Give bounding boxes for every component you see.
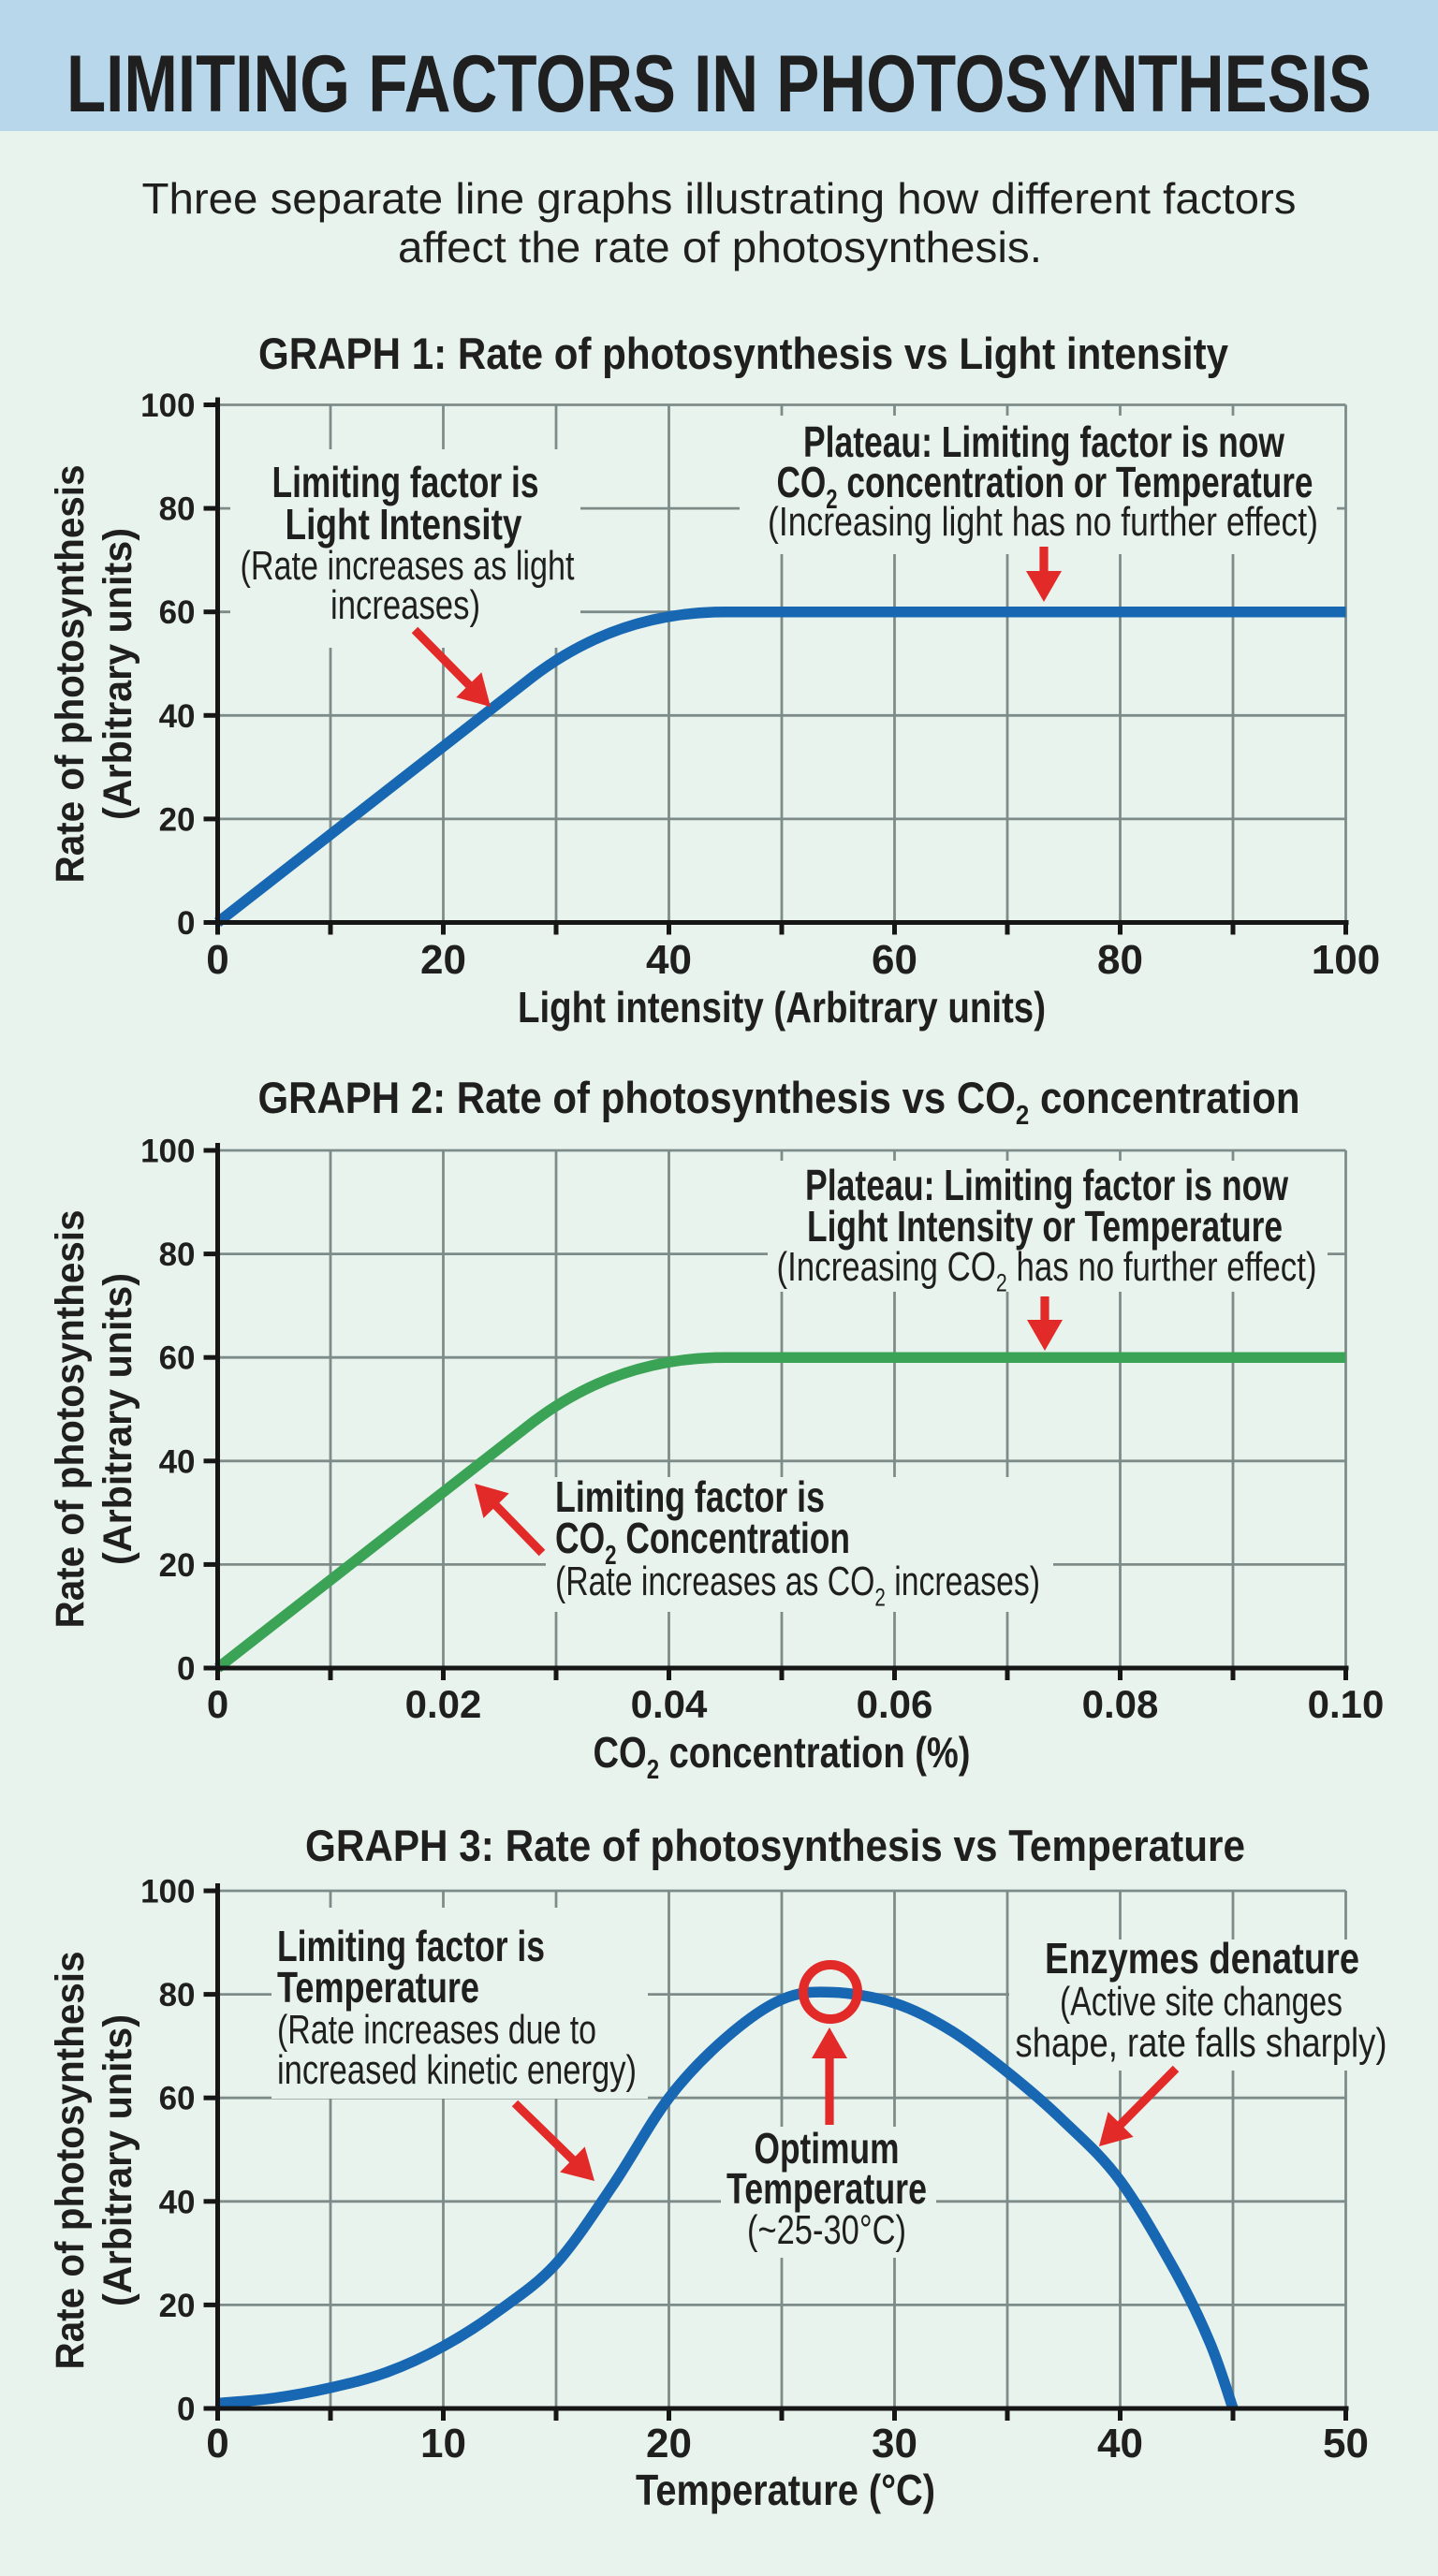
svg-text:100: 100 bbox=[1312, 937, 1380, 983]
svg-text:Temperature (°C): Temperature (°C) bbox=[636, 2466, 935, 2514]
svg-text:2: 2 bbox=[874, 1583, 886, 1611]
svg-text:has no further effect): has no further effect) bbox=[1007, 1244, 1317, 1290]
svg-text:shape, rate falls sharply): shape, rate falls sharply) bbox=[1016, 2020, 1387, 2066]
svg-text:2: 2 bbox=[647, 1755, 659, 1785]
svg-text:2: 2 bbox=[826, 485, 837, 515]
svg-text:increases): increases) bbox=[330, 582, 480, 628]
svg-text:(Active site changes: (Active site changes bbox=[1060, 1979, 1343, 2025]
svg-text:20: 20 bbox=[159, 2288, 196, 2324]
svg-text:Rate of photosynthesis: Rate of photosynthesis bbox=[48, 1210, 93, 1629]
svg-text:Optimum: Optimum bbox=[755, 2124, 900, 2173]
svg-text:(Arbitrary units): (Arbitrary units) bbox=[95, 2014, 140, 2306]
svg-text:GRAPH 3: Rate of photosynthesi: GRAPH 3: Rate of photosynthesis vs Tempe… bbox=[305, 1821, 1245, 1870]
svg-text:increased kinetic energy): increased kinetic energy) bbox=[277, 2047, 637, 2093]
svg-text:80: 80 bbox=[159, 1237, 196, 1273]
svg-text:80: 80 bbox=[159, 1977, 196, 2013]
svg-text:100: 100 bbox=[140, 1874, 195, 1910]
svg-text:affect the rate of photosynthe: affect the rate of photosynthesis. bbox=[398, 223, 1042, 271]
svg-text:20: 20 bbox=[159, 1547, 196, 1584]
svg-text:0.06: 0.06 bbox=[857, 1682, 933, 1726]
svg-text:Three separate line graphs ill: Three separate line graphs illustrating … bbox=[142, 174, 1297, 223]
svg-text:100: 100 bbox=[140, 1134, 195, 1170]
svg-text:Limiting factor is: Limiting factor is bbox=[277, 1922, 545, 1970]
svg-text:Rate of photosynthesis: Rate of photosynthesis bbox=[48, 465, 93, 884]
svg-text:Temperature: Temperature bbox=[277, 1963, 479, 2012]
svg-text:Concentration: Concentration bbox=[617, 1514, 851, 1562]
svg-text:0: 0 bbox=[206, 937, 228, 983]
svg-text:concentration or Temperature: concentration or Temperature bbox=[838, 458, 1313, 506]
svg-text:LIMITING FACTORS IN PHOTOSYNTH: LIMITING FACTORS IN PHOTOSYNTHESIS bbox=[66, 39, 1372, 129]
svg-text:100: 100 bbox=[140, 388, 195, 424]
svg-text:0: 0 bbox=[177, 2392, 195, 2428]
svg-text:50: 50 bbox=[1323, 2421, 1369, 2466]
svg-text:Limiting factor is: Limiting factor is bbox=[555, 1472, 825, 1521]
svg-text:GRAPH 2: Rate of photosynthesi: GRAPH 2: Rate of photosynthesis vs CO bbox=[258, 1073, 1016, 1122]
svg-text:40: 40 bbox=[159, 2184, 196, 2220]
svg-text:60: 60 bbox=[159, 2081, 196, 2117]
svg-text:2: 2 bbox=[1016, 1101, 1029, 1131]
svg-text:60: 60 bbox=[872, 937, 917, 983]
svg-text:80: 80 bbox=[1097, 937, 1143, 983]
svg-text:0: 0 bbox=[207, 1682, 228, 1726]
svg-text:40: 40 bbox=[159, 698, 196, 735]
svg-text:60: 60 bbox=[159, 594, 196, 631]
svg-text:40: 40 bbox=[1097, 2421, 1143, 2466]
svg-text:2: 2 bbox=[996, 1268, 1007, 1296]
svg-text:0.02: 0.02 bbox=[405, 1682, 482, 1726]
svg-text:2: 2 bbox=[605, 1541, 616, 1571]
svg-text:(Rate increases as CO: (Rate increases as CO bbox=[555, 1559, 874, 1604]
svg-text:30: 30 bbox=[872, 2421, 917, 2466]
svg-text:60: 60 bbox=[159, 1340, 196, 1377]
svg-text:Light intensity (Arbitrary uni: Light intensity (Arbitrary units) bbox=[518, 983, 1046, 1032]
svg-text:Plateau: Limiting factor is no: Plateau: Limiting factor is now bbox=[805, 1161, 1288, 1209]
svg-text:(Arbitrary units): (Arbitrary units) bbox=[95, 1273, 140, 1565]
svg-text:10: 10 bbox=[420, 2421, 466, 2466]
svg-text:Enzymes denature: Enzymes denature bbox=[1045, 1934, 1359, 1983]
svg-text:Limiting factor is: Limiting factor is bbox=[272, 458, 539, 506]
svg-text:(Arbitrary units): (Arbitrary units) bbox=[95, 528, 140, 820]
svg-text:GRAPH 1: Rate of photosynthesi: GRAPH 1: Rate of photosynthesis vs Light… bbox=[258, 329, 1228, 378]
svg-text:0: 0 bbox=[206, 2421, 228, 2466]
svg-text:20: 20 bbox=[420, 937, 466, 983]
svg-text:40: 40 bbox=[646, 937, 692, 983]
svg-text:Light Intensity or Temperature: Light Intensity or Temperature bbox=[807, 1202, 1283, 1251]
svg-text:(Increasing light has no furth: (Increasing light has no further effect) bbox=[768, 499, 1318, 545]
svg-text:concentration: concentration bbox=[1029, 1073, 1299, 1122]
svg-text:0: 0 bbox=[177, 905, 195, 942]
svg-text:(Rate increases as light: (Rate increases as light bbox=[241, 543, 575, 589]
svg-text:Light Intensity: Light Intensity bbox=[286, 500, 522, 549]
svg-text:0.04: 0.04 bbox=[631, 1682, 708, 1726]
svg-text:Plateau: Limiting factor is no: Plateau: Limiting factor is now bbox=[803, 417, 1284, 466]
svg-text:(Increasing CO: (Increasing CO bbox=[777, 1244, 996, 1290]
svg-text:20: 20 bbox=[159, 801, 196, 838]
svg-text:CO: CO bbox=[594, 1728, 647, 1777]
svg-text:40: 40 bbox=[159, 1443, 196, 1480]
svg-text:0.08: 0.08 bbox=[1082, 1682, 1159, 1726]
svg-text:0.10: 0.10 bbox=[1308, 1682, 1385, 1726]
svg-text:Temperature: Temperature bbox=[726, 2164, 927, 2213]
svg-text:CO: CO bbox=[777, 458, 827, 506]
svg-text:Rate of photosynthesis: Rate of photosynthesis bbox=[48, 1952, 93, 2370]
svg-text:increases): increases) bbox=[886, 1559, 1040, 1604]
svg-text:(~25-30°C): (~25-30°C) bbox=[747, 2207, 906, 2253]
svg-text:0: 0 bbox=[177, 1651, 195, 1688]
svg-text:CO: CO bbox=[555, 1514, 605, 1562]
svg-text:concentration (%): concentration (%) bbox=[659, 1728, 971, 1777]
svg-text:80: 80 bbox=[159, 491, 196, 528]
svg-text:20: 20 bbox=[646, 2421, 692, 2466]
svg-text:(Rate increases due to: (Rate increases due to bbox=[277, 2007, 596, 2053]
